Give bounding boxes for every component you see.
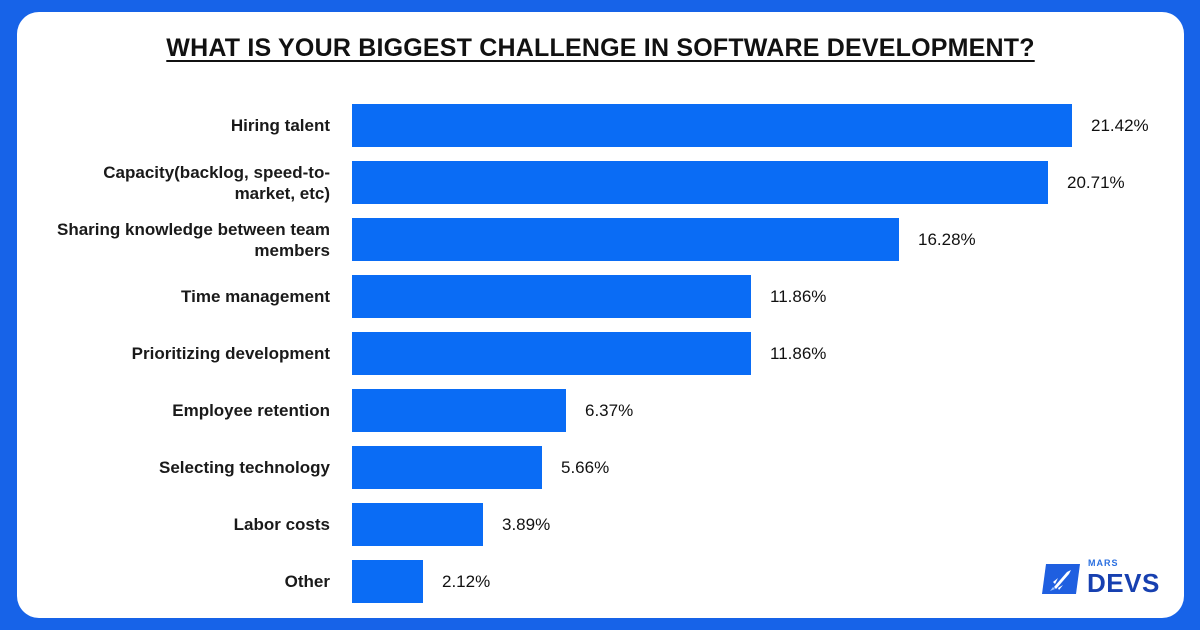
category-label: Selecting technology [159,458,330,477]
bar [352,446,542,489]
chart-title: WHAT IS YOUR BIGGEST CHALLENGE IN SOFTWA… [166,34,1035,62]
chart-card: WHAT IS YOUR BIGGEST CHALLENGE IN SOFTWA… [17,12,1184,618]
bar [352,275,751,318]
category-label: Employee retention [172,401,330,420]
value-label: 11.86% [770,287,827,306]
category-label: Hiring talent [230,116,330,135]
value-label: 11.86% [770,344,827,363]
value-label: 16.28% [918,230,976,249]
bar [352,218,899,261]
bar [352,161,1048,204]
category-label: Time management [181,287,330,306]
mars-devs-logo: MARS DEVS [1040,556,1168,602]
bar [352,332,751,375]
bar [352,503,483,546]
logo-big-text: DEVS [1087,568,1160,598]
value-label: 3.89% [502,515,551,534]
bar [352,104,1072,147]
value-label: 2.12% [442,572,491,591]
logo-small-text: MARS [1088,558,1119,568]
category-label: Sharing knowledge between team members [57,219,331,260]
category-label: Labor costs [233,515,330,534]
value-label: 20.71% [1067,173,1125,192]
bar [352,560,423,603]
rocket-icon [1042,564,1080,594]
category-label: Other [284,572,330,591]
value-label: 21.42% [1091,116,1149,135]
category-label: Capacity(backlog, speed-to-market, etc) [103,162,330,203]
value-label: 5.66% [561,458,610,477]
value-label: 6.37% [585,401,634,420]
bar [352,389,566,432]
category-label: Prioritizing development [131,344,330,363]
